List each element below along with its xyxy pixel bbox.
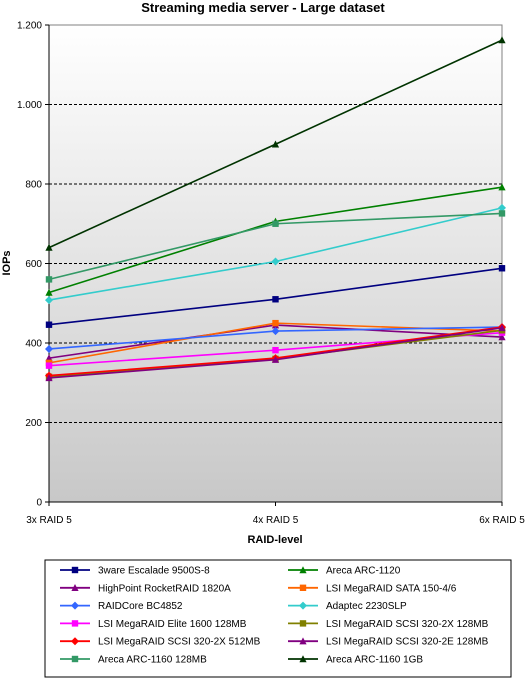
- legend-marker: [71, 584, 79, 591]
- y-tick-label: 200: [25, 418, 42, 429]
- series-5: [45, 203, 506, 305]
- chart-title: Streaming media server - Large dataset: [141, 0, 385, 15]
- legend-entry: 3ware Escalade 9500S-8: [60, 566, 210, 577]
- data-point: [45, 296, 53, 305]
- legend-label: HighPoint RocketRAID 1820A: [98, 583, 231, 594]
- x-axis-title: RAID-level: [247, 534, 302, 546]
- legend-label: Areca ARC-1120: [326, 566, 401, 577]
- series-11: [45, 36, 506, 251]
- legend-marker: [299, 601, 307, 610]
- data-point: [45, 321, 53, 328]
- legend-label: Areca ARC-1160 1GB: [326, 655, 423, 666]
- axes: 0 200 400 600 800 1.000 1.200 3x RAID 5 4x RAID …: [17, 21, 525, 527]
- legend-entry: LSI MegaRAID Elite 1600 128MB: [60, 619, 247, 630]
- data-point: [498, 203, 506, 212]
- data-point: [45, 243, 53, 251]
- legend-entry: LSI MegaRAID SCSI 320-2E 128MB: [288, 637, 489, 648]
- y-tick-label: 800: [25, 180, 42, 191]
- data-point: [45, 362, 53, 369]
- legend-label: Adaptec 2230SLP: [326, 601, 407, 612]
- legend-marker: [299, 655, 307, 663]
- y-tick-label: 1.200: [17, 21, 42, 32]
- legend-marker: [299, 566, 307, 574]
- legend-label: LSI MegaRAID SCSI 320-2X 512MB: [98, 637, 261, 648]
- series-lines: [45, 36, 506, 382]
- legend-marker: [299, 637, 307, 645]
- data-point: [271, 327, 280, 336]
- legend-entry: Areca ARC-1160 128MB: [60, 655, 207, 666]
- legend-marker: [71, 620, 79, 627]
- legend-marker: [71, 637, 79, 646]
- legend-entry: LSI MegaRAID SCSI 320-2X 128MB: [288, 619, 489, 630]
- legend-label: LSI MegaRAID SCSI 320-2E 128MB: [326, 637, 489, 648]
- x-tick-label: 3x RAID 5: [26, 515, 72, 526]
- legend-box: [44, 559, 512, 678]
- data-point: [271, 257, 280, 266]
- legend-entry: HighPoint RocketRAID 1820A: [60, 583, 231, 594]
- legend-marker: [71, 655, 79, 663]
- y-tick-label: 1.000: [17, 100, 42, 111]
- data-point: [498, 265, 506, 272]
- legend-entry: LSI MegaRAID SCSI 320-2X 512MB: [60, 637, 261, 648]
- data-point: [498, 36, 506, 44]
- data-point: [45, 374, 53, 382]
- data-point: [272, 220, 279, 227]
- data-point: [271, 140, 280, 148]
- x-tick-label: 4x RAID 5: [253, 515, 299, 526]
- data-point: [498, 210, 506, 217]
- legend-entry: LSI MegaRAID SATA 150-4/6: [288, 583, 457, 594]
- legend-label: RAIDCore BC4852: [98, 601, 183, 612]
- y-tick-label: 0: [36, 498, 42, 509]
- data-point: [271, 355, 280, 363]
- series-0: [45, 265, 506, 328]
- legend-label: LSI MegaRAID Elite 1600 128MB: [98, 619, 247, 630]
- series-10: [45, 210, 506, 283]
- legend-entry: RAIDCore BC4852: [60, 601, 183, 612]
- legend-entry: Areca ARC-1160 1GB: [288, 655, 423, 666]
- legend-marker: [299, 584, 307, 591]
- data-point: [272, 346, 279, 354]
- legend-label: Areca ARC-1160 128MB: [98, 655, 207, 666]
- data-point: [498, 333, 506, 341]
- legend-entry: Adaptec 2230SLP: [288, 601, 407, 612]
- legend-marker: [71, 566, 79, 574]
- x-tick-label: 6x RAID 5: [479, 515, 525, 526]
- y-tick-label: 600: [25, 259, 42, 270]
- legend-label: LSI MegaRAID SCSI 320-2X 128MB: [326, 619, 489, 630]
- data-point: [45, 288, 53, 296]
- legend: 3ware Escalade 9500S-8 Areca ARC-1120 High…: [60, 566, 489, 666]
- data-point: [498, 324, 506, 332]
- legend-label: 3ware Escalade 9500S-8: [98, 566, 210, 577]
- y-tick-label: 400: [25, 339, 42, 350]
- data-point: [45, 354, 53, 362]
- data-point: [45, 344, 53, 353]
- data-point: [272, 296, 279, 303]
- data-point: [45, 276, 53, 283]
- legend-entry: Areca ARC-1120: [288, 566, 401, 577]
- legend-marker: [299, 620, 307, 627]
- legend-label: LSI MegaRAID SATA 150-4/6: [326, 583, 457, 594]
- y-axis-title: IOPs: [1, 250, 13, 275]
- data-point: [498, 183, 506, 191]
- legend-marker: [71, 601, 79, 610]
- series-9: [45, 324, 506, 382]
- data-point: [272, 319, 279, 327]
